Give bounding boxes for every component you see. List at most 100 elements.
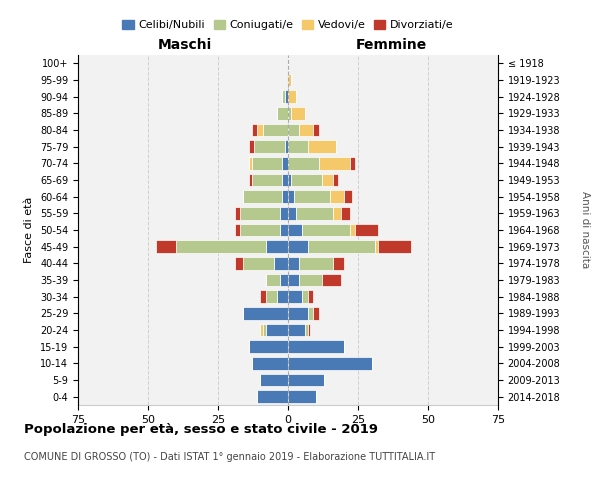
Bar bbox=[235, 224, 241, 236]
Bar bbox=[285, 140, 288, 153]
Bar bbox=[308, 307, 313, 320]
Bar bbox=[283, 90, 285, 103]
Bar bbox=[243, 257, 274, 270]
Bar bbox=[288, 257, 299, 270]
Bar bbox=[235, 207, 241, 220]
Bar bbox=[277, 107, 288, 120]
Bar bbox=[257, 124, 263, 136]
Bar bbox=[305, 324, 308, 336]
Bar bbox=[257, 390, 288, 403]
Bar bbox=[299, 274, 322, 286]
Bar bbox=[260, 290, 266, 303]
Bar bbox=[288, 324, 305, 336]
Bar bbox=[288, 374, 325, 386]
Bar bbox=[299, 124, 313, 136]
Bar bbox=[288, 190, 293, 203]
Bar bbox=[319, 157, 350, 170]
Bar bbox=[288, 140, 308, 153]
Bar bbox=[249, 157, 251, 170]
Bar bbox=[288, 90, 296, 103]
Bar bbox=[260, 324, 263, 336]
Bar bbox=[288, 274, 299, 286]
Bar bbox=[251, 174, 283, 186]
Bar bbox=[296, 207, 333, 220]
Bar bbox=[176, 240, 266, 253]
Bar bbox=[313, 124, 319, 136]
Bar bbox=[288, 240, 308, 253]
Bar bbox=[288, 224, 302, 236]
Bar bbox=[283, 190, 288, 203]
Bar bbox=[266, 274, 280, 286]
Bar bbox=[241, 207, 280, 220]
Bar bbox=[249, 340, 288, 353]
Bar bbox=[322, 174, 333, 186]
Bar bbox=[288, 307, 308, 320]
Bar bbox=[302, 290, 308, 303]
Bar bbox=[283, 157, 288, 170]
Bar bbox=[280, 207, 288, 220]
Bar bbox=[288, 174, 291, 186]
Bar bbox=[280, 224, 288, 236]
Bar bbox=[355, 224, 377, 236]
Bar bbox=[333, 207, 341, 220]
Bar bbox=[285, 90, 288, 103]
Y-axis label: Anni di nascita: Anni di nascita bbox=[580, 192, 590, 268]
Bar bbox=[313, 307, 319, 320]
Bar bbox=[249, 174, 251, 186]
Bar bbox=[333, 174, 338, 186]
Bar bbox=[288, 124, 299, 136]
Bar bbox=[291, 174, 322, 186]
Bar bbox=[241, 224, 280, 236]
Bar bbox=[157, 240, 176, 253]
Bar bbox=[288, 357, 372, 370]
Bar bbox=[308, 140, 335, 153]
Bar bbox=[322, 274, 341, 286]
Bar bbox=[288, 107, 291, 120]
Text: COMUNE DI GROSSO (TO) - Dati ISTAT 1° gennaio 2019 - Elaborazione TUTTITALIA.IT: COMUNE DI GROSSO (TO) - Dati ISTAT 1° ge… bbox=[24, 452, 435, 462]
Bar bbox=[288, 74, 291, 86]
Bar bbox=[249, 140, 254, 153]
Text: Femmine: Femmine bbox=[356, 38, 427, 52]
Bar bbox=[266, 290, 277, 303]
Legend: Celibi/Nubili, Coniugati/e, Vedovi/e, Divorziati/e: Celibi/Nubili, Coniugati/e, Vedovi/e, Di… bbox=[118, 15, 458, 34]
Bar bbox=[243, 190, 283, 203]
Bar bbox=[375, 240, 377, 253]
Bar bbox=[266, 240, 288, 253]
Bar bbox=[293, 190, 330, 203]
Bar bbox=[266, 324, 288, 336]
Bar bbox=[277, 290, 288, 303]
Bar bbox=[377, 240, 411, 253]
Text: Maschi: Maschi bbox=[157, 38, 212, 52]
Bar bbox=[350, 224, 355, 236]
Bar bbox=[302, 224, 350, 236]
Bar bbox=[235, 257, 243, 270]
Bar bbox=[251, 357, 288, 370]
Bar bbox=[288, 340, 344, 353]
Bar bbox=[260, 374, 288, 386]
Bar bbox=[291, 107, 305, 120]
Bar bbox=[280, 274, 288, 286]
Bar bbox=[251, 124, 257, 136]
Bar bbox=[344, 190, 352, 203]
Bar bbox=[299, 257, 333, 270]
Bar bbox=[341, 207, 350, 220]
Y-axis label: Fasce di età: Fasce di età bbox=[25, 197, 34, 263]
Bar bbox=[288, 390, 316, 403]
Bar bbox=[283, 174, 288, 186]
Bar bbox=[254, 140, 285, 153]
Bar bbox=[308, 290, 313, 303]
Bar bbox=[350, 157, 355, 170]
Bar bbox=[288, 207, 296, 220]
Bar bbox=[333, 257, 344, 270]
Bar bbox=[243, 307, 288, 320]
Bar bbox=[251, 157, 283, 170]
Text: Popolazione per età, sesso e stato civile - 2019: Popolazione per età, sesso e stato civil… bbox=[24, 422, 378, 436]
Bar bbox=[308, 324, 310, 336]
Bar bbox=[263, 124, 288, 136]
Bar bbox=[288, 157, 319, 170]
Bar bbox=[263, 324, 266, 336]
Bar bbox=[330, 190, 344, 203]
Bar bbox=[308, 240, 375, 253]
Bar bbox=[274, 257, 288, 270]
Bar bbox=[288, 290, 302, 303]
